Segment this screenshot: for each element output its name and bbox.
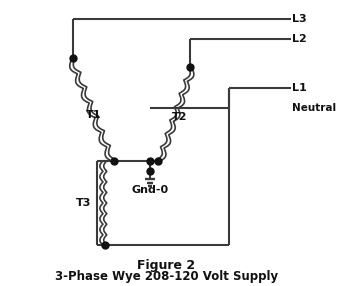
Text: Figure 2: Figure 2 <box>137 259 195 271</box>
Text: T1: T1 <box>86 110 101 120</box>
Text: 3-Phase Wye 208-120 Volt Supply: 3-Phase Wye 208-120 Volt Supply <box>55 270 278 283</box>
Text: L1: L1 <box>292 83 307 93</box>
Text: T3: T3 <box>76 198 91 208</box>
Text: Neutral: Neutral <box>292 103 336 113</box>
Text: T2: T2 <box>172 112 187 122</box>
Text: L3: L3 <box>292 14 306 24</box>
Text: L2: L2 <box>292 34 307 44</box>
Text: Gnd-0: Gnd-0 <box>131 185 168 195</box>
